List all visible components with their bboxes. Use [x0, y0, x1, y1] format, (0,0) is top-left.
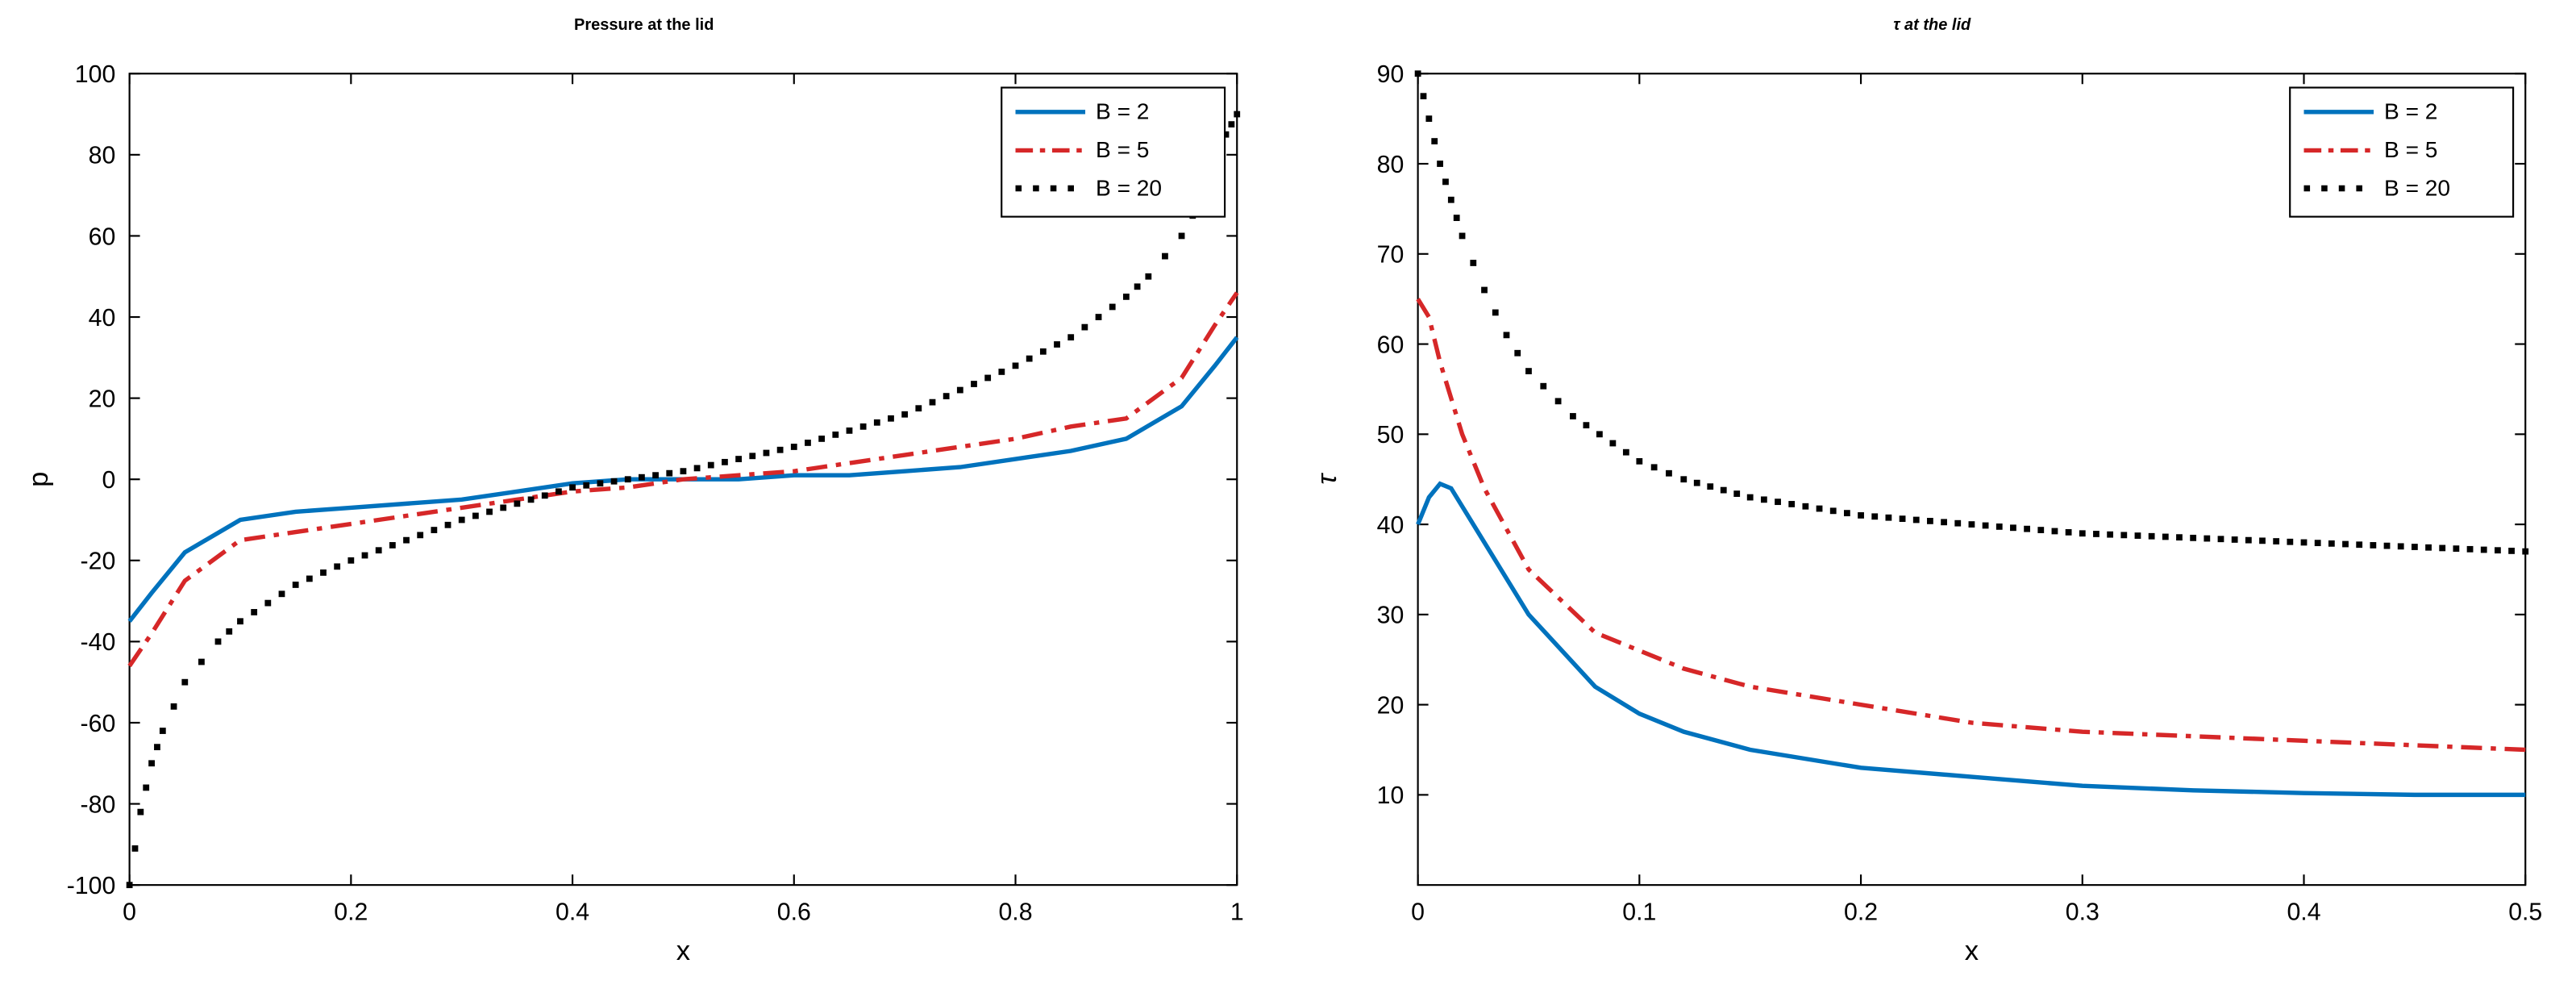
tau-chart-container: τ at the lid 0 0.1 0.2 0.3 0.4 0.5 10 20 30 40 50 6…	[1305, 16, 2561, 981]
svg-text:10: 10	[1376, 782, 1404, 809]
svg-text:60: 60	[1376, 332, 1404, 358]
svg-text:B = 5: B = 5	[2384, 137, 2437, 162]
svg-text:x: x	[1964, 936, 1978, 966]
svg-text:0.3: 0.3	[2065, 899, 2099, 925]
svg-text:B = 2: B = 2	[1096, 99, 1149, 124]
svg-text:0: 0	[102, 467, 115, 494]
svg-text:0.2: 0.2	[1844, 899, 1878, 925]
svg-text:30: 30	[1376, 603, 1404, 629]
svg-text:B = 20: B = 20	[1096, 176, 1162, 201]
svg-text:0.5: 0.5	[2508, 899, 2542, 925]
svg-text:0: 0	[1411, 899, 1425, 925]
svg-text:50: 50	[1376, 422, 1404, 448]
svg-text:-20: -20	[81, 549, 116, 575]
svg-text:0: 0	[123, 899, 136, 925]
svg-text:-60: -60	[81, 711, 116, 737]
svg-text:100: 100	[75, 61, 116, 88]
chart2-svg: 0 0.1 0.2 0.3 0.4 0.5 10 20 30 40 50 60 70 80 90 x τ B = …	[1305, 39, 2561, 981]
chart1-title: Pressure at the lid	[16, 16, 1272, 35]
svg-text:20: 20	[89, 386, 116, 412]
svg-text:80: 80	[89, 143, 116, 169]
svg-text:0.4: 0.4	[556, 899, 589, 925]
pressure-chart-container: Pressure at the lid 0 0.2 0.4 0.6 0.8 1 -100 -8…	[16, 16, 1272, 981]
svg-text:x: x	[676, 936, 690, 966]
chart2-title: τ at the lid	[1305, 16, 2561, 35]
svg-text:0.4: 0.4	[2287, 899, 2320, 925]
svg-text:0.2: 0.2	[334, 899, 368, 925]
svg-text:B = 2: B = 2	[2384, 99, 2437, 124]
svg-text:B = 20: B = 20	[2384, 176, 2450, 201]
svg-text:B = 5: B = 5	[1096, 137, 1149, 162]
svg-text:70: 70	[1376, 242, 1404, 269]
svg-text:-40: -40	[81, 629, 116, 656]
svg-text:20: 20	[1376, 692, 1404, 719]
svg-text:40: 40	[89, 305, 116, 332]
svg-text:90: 90	[1376, 61, 1404, 88]
svg-text:-100: -100	[67, 873, 116, 899]
svg-text:60: 60	[89, 223, 116, 250]
svg-text:0.1: 0.1	[1622, 899, 1656, 925]
chart1-svg: 0 0.2 0.4 0.6 0.8 1 -100 -80 -60 -40 -20 0 20 40 60 80 1…	[16, 39, 1272, 981]
svg-text:80: 80	[1376, 152, 1404, 178]
svg-text:τ: τ	[1311, 473, 1342, 485]
svg-text:0.6: 0.6	[777, 899, 811, 925]
svg-text:p: p	[23, 472, 54, 487]
svg-text:0.8: 0.8	[998, 899, 1032, 925]
svg-text:40: 40	[1376, 512, 1404, 539]
svg-text:-80: -80	[81, 791, 116, 818]
svg-text:1: 1	[1230, 899, 1244, 925]
